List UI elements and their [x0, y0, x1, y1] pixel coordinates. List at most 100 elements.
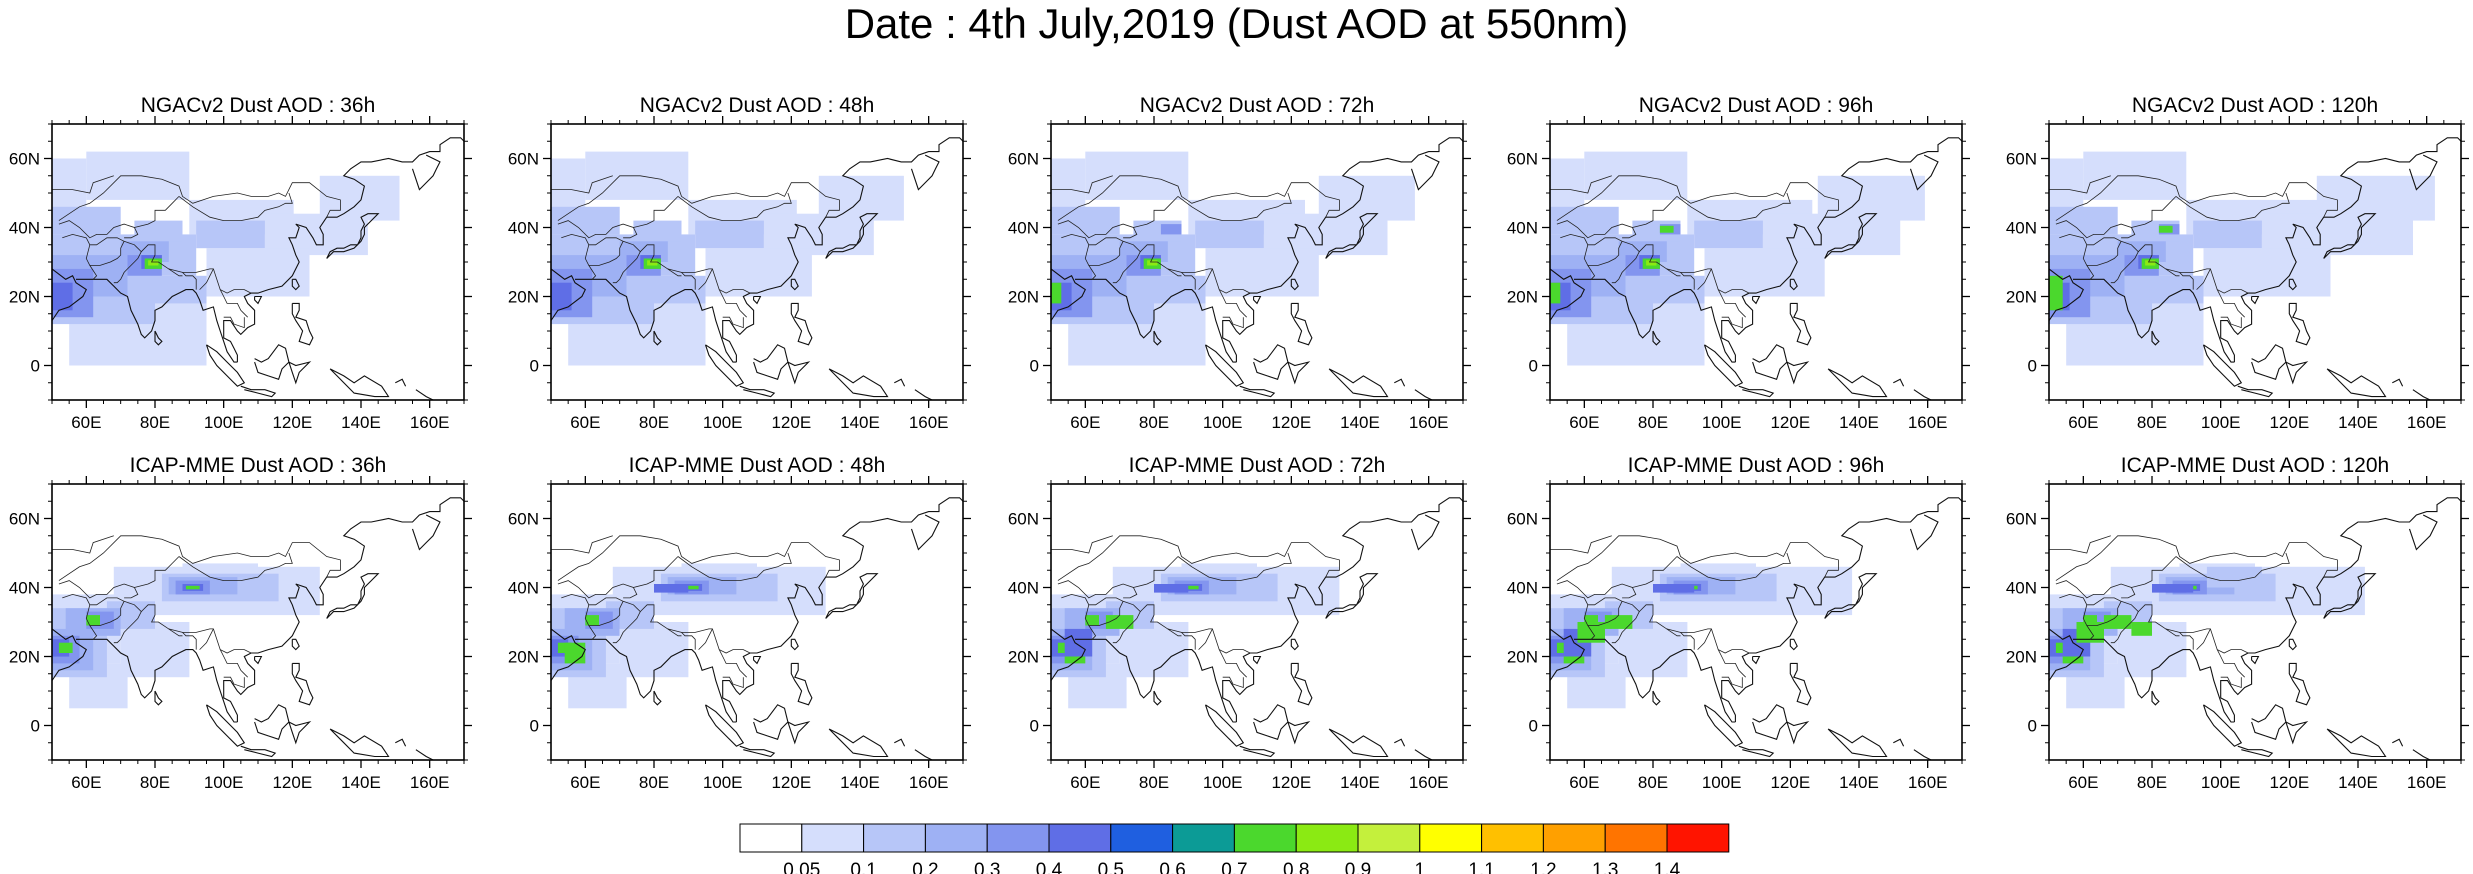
country-border	[1051, 535, 1113, 554]
aod-cell	[1205, 248, 1319, 297]
country-border	[199, 628, 214, 650]
country-border	[1198, 268, 1213, 290]
dust-aod-field	[1051, 563, 1340, 709]
coastline	[1290, 638, 1299, 651]
aod-cell	[1147, 260, 1158, 266]
aod-cell	[551, 206, 620, 235]
coastline	[329, 368, 390, 398]
coastline	[2049, 628, 2085, 681]
aod-cell	[1704, 248, 1825, 297]
coastline	[2220, 137, 2461, 363]
colorbar-label: 0.05	[783, 860, 820, 874]
country-border	[1587, 237, 1623, 266]
x-tick-label: 160E	[2407, 413, 2447, 432]
coastline	[1287, 361, 1311, 385]
x-tick-label: 100E	[703, 413, 743, 432]
country-border	[677, 552, 792, 581]
country-border	[1587, 597, 1623, 626]
country-border	[141, 244, 252, 294]
coastline	[1738, 745, 1775, 758]
coastline	[1394, 378, 1406, 387]
aod-cell	[654, 584, 689, 593]
country-border	[640, 604, 751, 654]
coastline	[1328, 728, 1389, 758]
country-border	[1133, 556, 1179, 588]
coastline	[1550, 628, 1586, 681]
x-tick-label: 120E	[1271, 773, 1311, 792]
coastline	[2323, 573, 2377, 619]
x-tick-label: 140E	[840, 773, 880, 792]
coastline	[1827, 728, 1888, 758]
y-tick-label: 20N	[2006, 288, 2037, 307]
coastline	[223, 137, 464, 363]
coastline	[722, 137, 963, 363]
aod-cell	[585, 615, 599, 626]
map-panel: NGACv2 Dust AOD : 48h 60E 80E 100E 120E 140E 1…	[508, 94, 971, 432]
aod-cell	[2076, 622, 2104, 643]
coastline	[753, 704, 789, 740]
aod-cell	[1817, 175, 1925, 221]
coastline	[1290, 662, 1313, 706]
coastline	[575, 638, 737, 723]
coastline	[288, 361, 312, 385]
colorbar: 0.05 0.1 0.2 0.3 0.4 0.5 0.6 0.7 0.8 0.9 1 1.1 1.2 1.…	[739, 823, 1730, 874]
aod-cell	[684, 585, 699, 590]
aod-cell	[1653, 275, 1705, 304]
coastline	[1786, 361, 1810, 385]
country-border	[2216, 289, 2245, 318]
x-tick-label: 120E	[2269, 773, 2309, 792]
colorbar-swatch	[1542, 823, 1606, 853]
coastline	[1253, 704, 1289, 740]
coastline	[1789, 302, 1812, 346]
coastline	[1789, 278, 1798, 291]
coastline	[205, 704, 246, 747]
aod-cell	[551, 282, 572, 311]
x-tick-label: 60E	[1070, 773, 1100, 792]
colorbar-swatch	[1604, 823, 1668, 853]
colorbar-label: 0.5	[1098, 860, 1124, 874]
y-tick-label: 40N	[9, 579, 40, 598]
map-panel: NGACv2 Dust AOD : 96h 60E 80E 100E 120E 140E 1…	[1507, 94, 1970, 432]
coastline	[1153, 330, 1162, 346]
aod-cell	[1659, 225, 1674, 233]
coastline	[1051, 268, 1087, 321]
coastline	[790, 302, 813, 346]
dust-aod-field	[2049, 563, 2365, 709]
aod-cell	[52, 158, 87, 211]
country-border	[2059, 593, 2095, 640]
colorbar-swatch	[1419, 823, 1483, 853]
x-tick-label: 160E	[1409, 413, 1449, 432]
country-border	[1676, 552, 1791, 581]
aod-cell	[1550, 206, 1619, 235]
colorbar-label: 1	[1415, 860, 1426, 874]
aod-cell	[2206, 566, 2262, 588]
country-border	[2131, 556, 2177, 588]
country-border	[557, 175, 840, 221]
country-border	[1140, 604, 1251, 654]
coastline	[1290, 302, 1313, 346]
country-border	[223, 676, 245, 689]
y-tick-label: 0	[31, 357, 40, 376]
y-tick-label: 40N	[9, 219, 40, 238]
coastline	[790, 638, 799, 651]
x-tick-label: 80E	[2137, 413, 2167, 432]
coastline	[1075, 638, 1237, 723]
country-border	[1556, 580, 1637, 599]
country-border	[58, 175, 341, 221]
country-border	[1167, 628, 1182, 637]
coastline	[1204, 704, 1245, 747]
country-border	[168, 628, 183, 637]
x-tick-label: 140E	[2338, 413, 2378, 432]
country-border	[1218, 289, 1247, 318]
country-border	[1057, 175, 1340, 221]
coastline	[2285, 361, 2309, 385]
country-border	[2049, 535, 2111, 554]
panel-title: ICAP-MME Dust AOD : 96h	[1628, 454, 1885, 477]
y-tick-label: 20N	[1507, 648, 1538, 667]
coastline	[722, 497, 963, 722]
country-border	[1222, 316, 1244, 329]
coastline	[2151, 330, 2160, 346]
country-border	[178, 552, 293, 581]
country-border	[182, 632, 197, 650]
country-border	[199, 268, 214, 290]
